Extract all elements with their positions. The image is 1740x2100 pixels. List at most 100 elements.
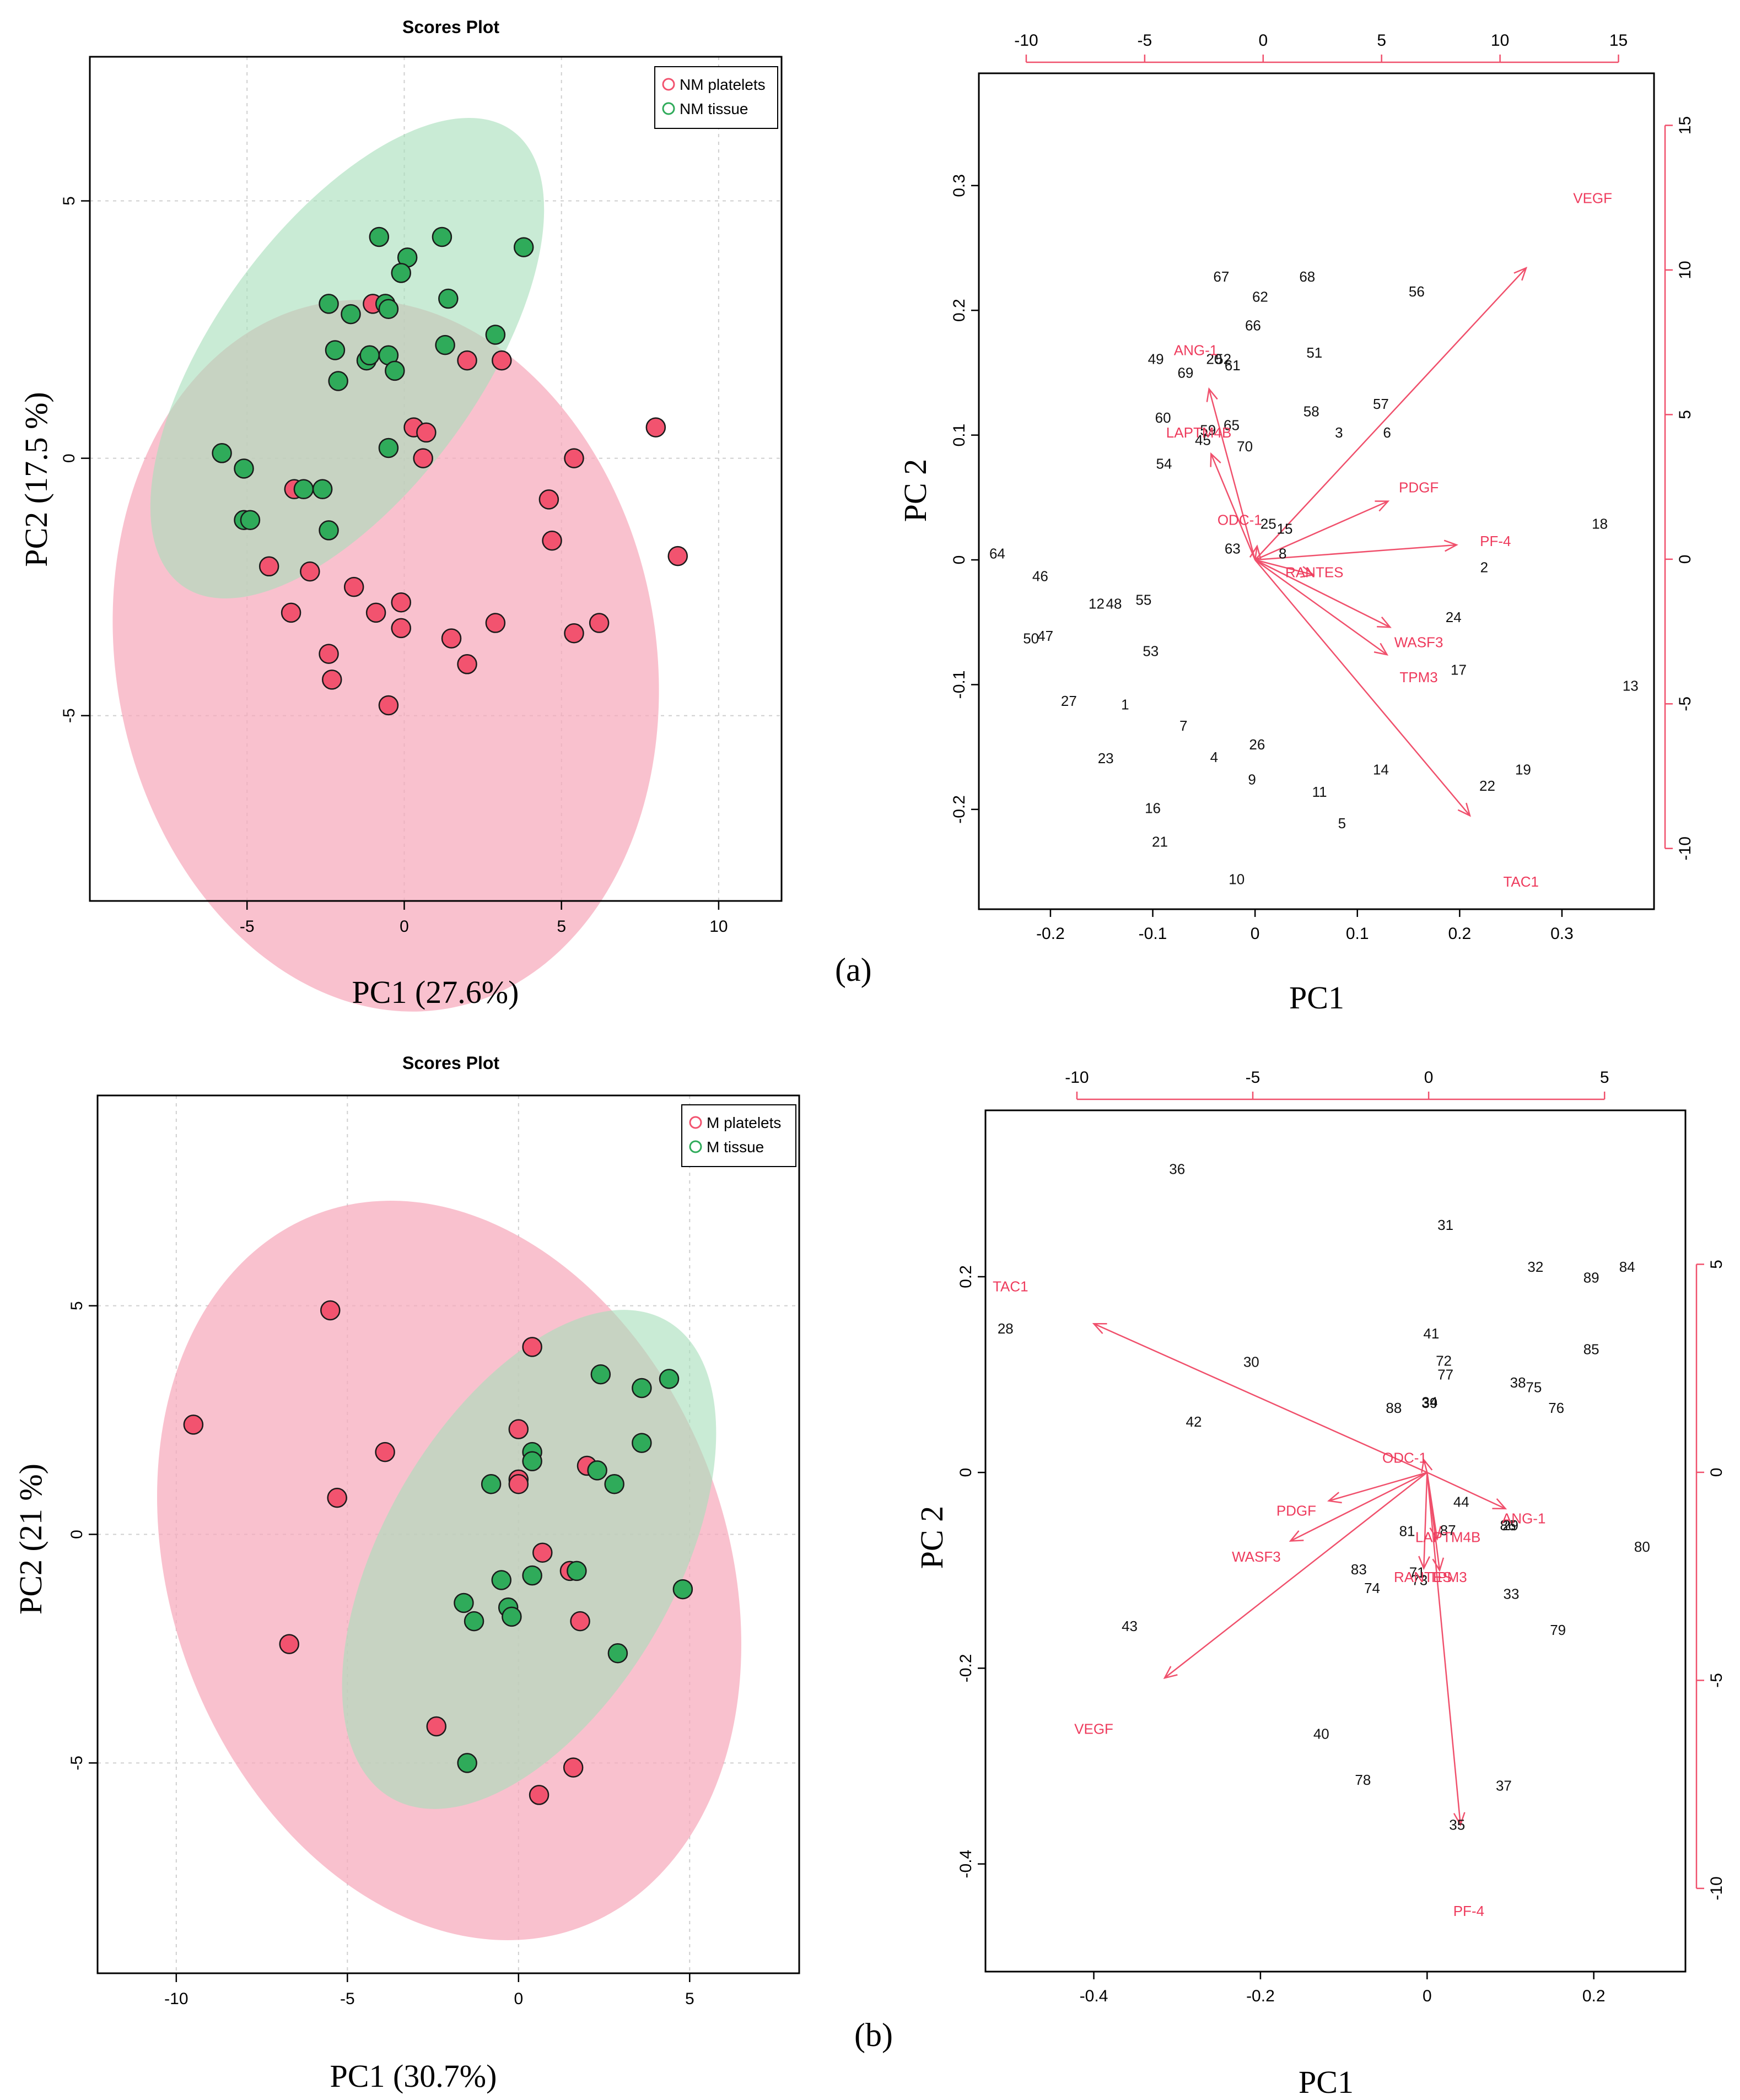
top-tick-label: 15 bbox=[1609, 31, 1628, 50]
observation-label: 50 bbox=[1023, 630, 1039, 647]
legend-marker-platelets bbox=[662, 78, 675, 91]
observation-label: 37 bbox=[1496, 1778, 1512, 1794]
legend: M platelets M tissue bbox=[681, 1104, 796, 1167]
right-tick-label: -5 bbox=[1676, 697, 1694, 711]
loading-arrow bbox=[1423, 1459, 1428, 1473]
observation-label: 80 bbox=[1634, 1538, 1650, 1555]
x-axis-label: PC1 bbox=[1289, 980, 1344, 1016]
observation-label: 52 bbox=[1215, 350, 1231, 367]
observation-label: 79 bbox=[1550, 1622, 1566, 1638]
loading-arrow bbox=[1426, 1472, 1506, 1510]
y-tick-label: -0.2 bbox=[950, 795, 968, 824]
observation-label: 10 bbox=[1229, 871, 1245, 888]
point-nm-tissue bbox=[234, 458, 254, 479]
right-tick-label: 0 bbox=[1676, 555, 1694, 564]
observation-label: 42 bbox=[1186, 1413, 1202, 1430]
y-tick-label: 0.2 bbox=[957, 1265, 975, 1288]
point-nm-platelets bbox=[365, 602, 386, 623]
observation-label: 53 bbox=[1143, 643, 1159, 659]
observation-label: 45 bbox=[1195, 432, 1211, 449]
x-tick-label: -5 bbox=[340, 1990, 355, 2008]
loading-arrow bbox=[1208, 388, 1256, 560]
loading-arrowhead bbox=[1457, 802, 1471, 817]
point-nm-platelets bbox=[441, 628, 462, 649]
observation-label: 18 bbox=[1592, 515, 1608, 532]
point-m-tissue bbox=[454, 1592, 474, 1613]
observation-label: 11 bbox=[1312, 784, 1327, 800]
observation-label: 24 bbox=[1446, 609, 1462, 625]
top-tick-label: -10 bbox=[1014, 31, 1038, 50]
point-nm-tissue bbox=[359, 345, 380, 366]
loading-arrowhead bbox=[1443, 539, 1458, 552]
observation-label: 34 bbox=[1421, 1394, 1437, 1410]
observation-label: 41 bbox=[1423, 1325, 1439, 1342]
observation-label: 73 bbox=[1412, 1572, 1427, 1589]
loading-arrowhead bbox=[1289, 1530, 1304, 1542]
point-nm-tissue bbox=[432, 226, 452, 247]
loading-arrow bbox=[1254, 267, 1527, 560]
point-nm-platelets bbox=[538, 489, 559, 510]
loading-label: ODC-1 bbox=[1218, 512, 1262, 528]
observation-label: 38 bbox=[1510, 1374, 1526, 1391]
point-m-platelets bbox=[279, 1634, 299, 1654]
observation-label: 65 bbox=[1224, 417, 1240, 433]
loading-label: TPM3 bbox=[1399, 669, 1437, 685]
loading-label: RANTES bbox=[1394, 1569, 1452, 1585]
loading-label: TAC1 bbox=[993, 1278, 1028, 1295]
y-tick-label: 0.3 bbox=[950, 174, 968, 197]
legend-tissue: NM tissue bbox=[680, 100, 748, 117]
observation-label: 40 bbox=[1313, 1725, 1329, 1742]
loading-label: LAPTM4B bbox=[1166, 424, 1232, 441]
loading-arrow bbox=[1423, 1472, 1428, 1569]
x-tick-label: 0 bbox=[400, 917, 409, 936]
point-m-tissue bbox=[587, 1460, 607, 1481]
point-nm-tissue bbox=[485, 325, 506, 345]
x-tick-label: 0.3 bbox=[1550, 925, 1574, 943]
top-tick-label: 5 bbox=[1600, 1068, 1609, 1087]
point-nm-tissue bbox=[391, 263, 411, 283]
point-nm-tissue bbox=[385, 360, 405, 381]
observation-label: 28 bbox=[998, 1320, 1014, 1337]
point-m-tissue bbox=[607, 1643, 628, 1664]
loading-arrowhead bbox=[1418, 1556, 1430, 1570]
point-m-platelets bbox=[375, 1442, 395, 1462]
plot-box bbox=[978, 72, 1655, 910]
observation-label: 88 bbox=[1386, 1400, 1402, 1416]
x-tick-label: -0.4 bbox=[1080, 1987, 1108, 2005]
y-tick-label: -0.2 bbox=[957, 1654, 975, 1683]
observation-label: 48 bbox=[1106, 595, 1122, 612]
point-nm-tissue bbox=[319, 294, 339, 314]
observation-label: 72 bbox=[1436, 1353, 1452, 1369]
observation-label: 13 bbox=[1623, 678, 1639, 694]
point-nm-tissue bbox=[240, 510, 261, 530]
right-tick-label: 15 bbox=[1676, 116, 1694, 134]
right-tick-label: 5 bbox=[1676, 410, 1694, 419]
point-nm-platelets bbox=[258, 556, 279, 577]
x-tick-label: 5 bbox=[557, 917, 566, 936]
ellipse-m-tissue bbox=[342, 1310, 717, 1809]
right-tick-label: -5 bbox=[1707, 1673, 1726, 1688]
observation-label: 17 bbox=[1451, 661, 1467, 678]
observation-label: 51 bbox=[1306, 344, 1322, 361]
plot-box bbox=[984, 1109, 1687, 1973]
point-nm-tissue bbox=[341, 304, 361, 325]
observation-label: 77 bbox=[1437, 1367, 1453, 1383]
plot-title: Scores Plot bbox=[402, 17, 499, 37]
observation-label: 49 bbox=[1148, 350, 1164, 367]
x-tick-label: -0.2 bbox=[1036, 925, 1065, 943]
point-nm-platelets bbox=[589, 613, 610, 633]
y-tick-label: -5 bbox=[68, 1756, 86, 1770]
observation-label: 26 bbox=[1249, 736, 1265, 753]
observation-label: 36 bbox=[1169, 1161, 1185, 1178]
loading-arrowhead bbox=[1249, 544, 1262, 559]
observation-label: 66 bbox=[1245, 317, 1261, 333]
point-nm-platelets bbox=[413, 448, 433, 468]
point-nm-tissue bbox=[435, 334, 455, 355]
observation-label: 23 bbox=[1098, 750, 1114, 766]
loading-arrow bbox=[1254, 559, 1391, 628]
x-tick-label: -0.2 bbox=[1246, 1987, 1275, 2005]
observation-label: 56 bbox=[1409, 283, 1425, 300]
point-nm-platelets bbox=[391, 592, 411, 613]
observation-label: 55 bbox=[1135, 591, 1151, 608]
